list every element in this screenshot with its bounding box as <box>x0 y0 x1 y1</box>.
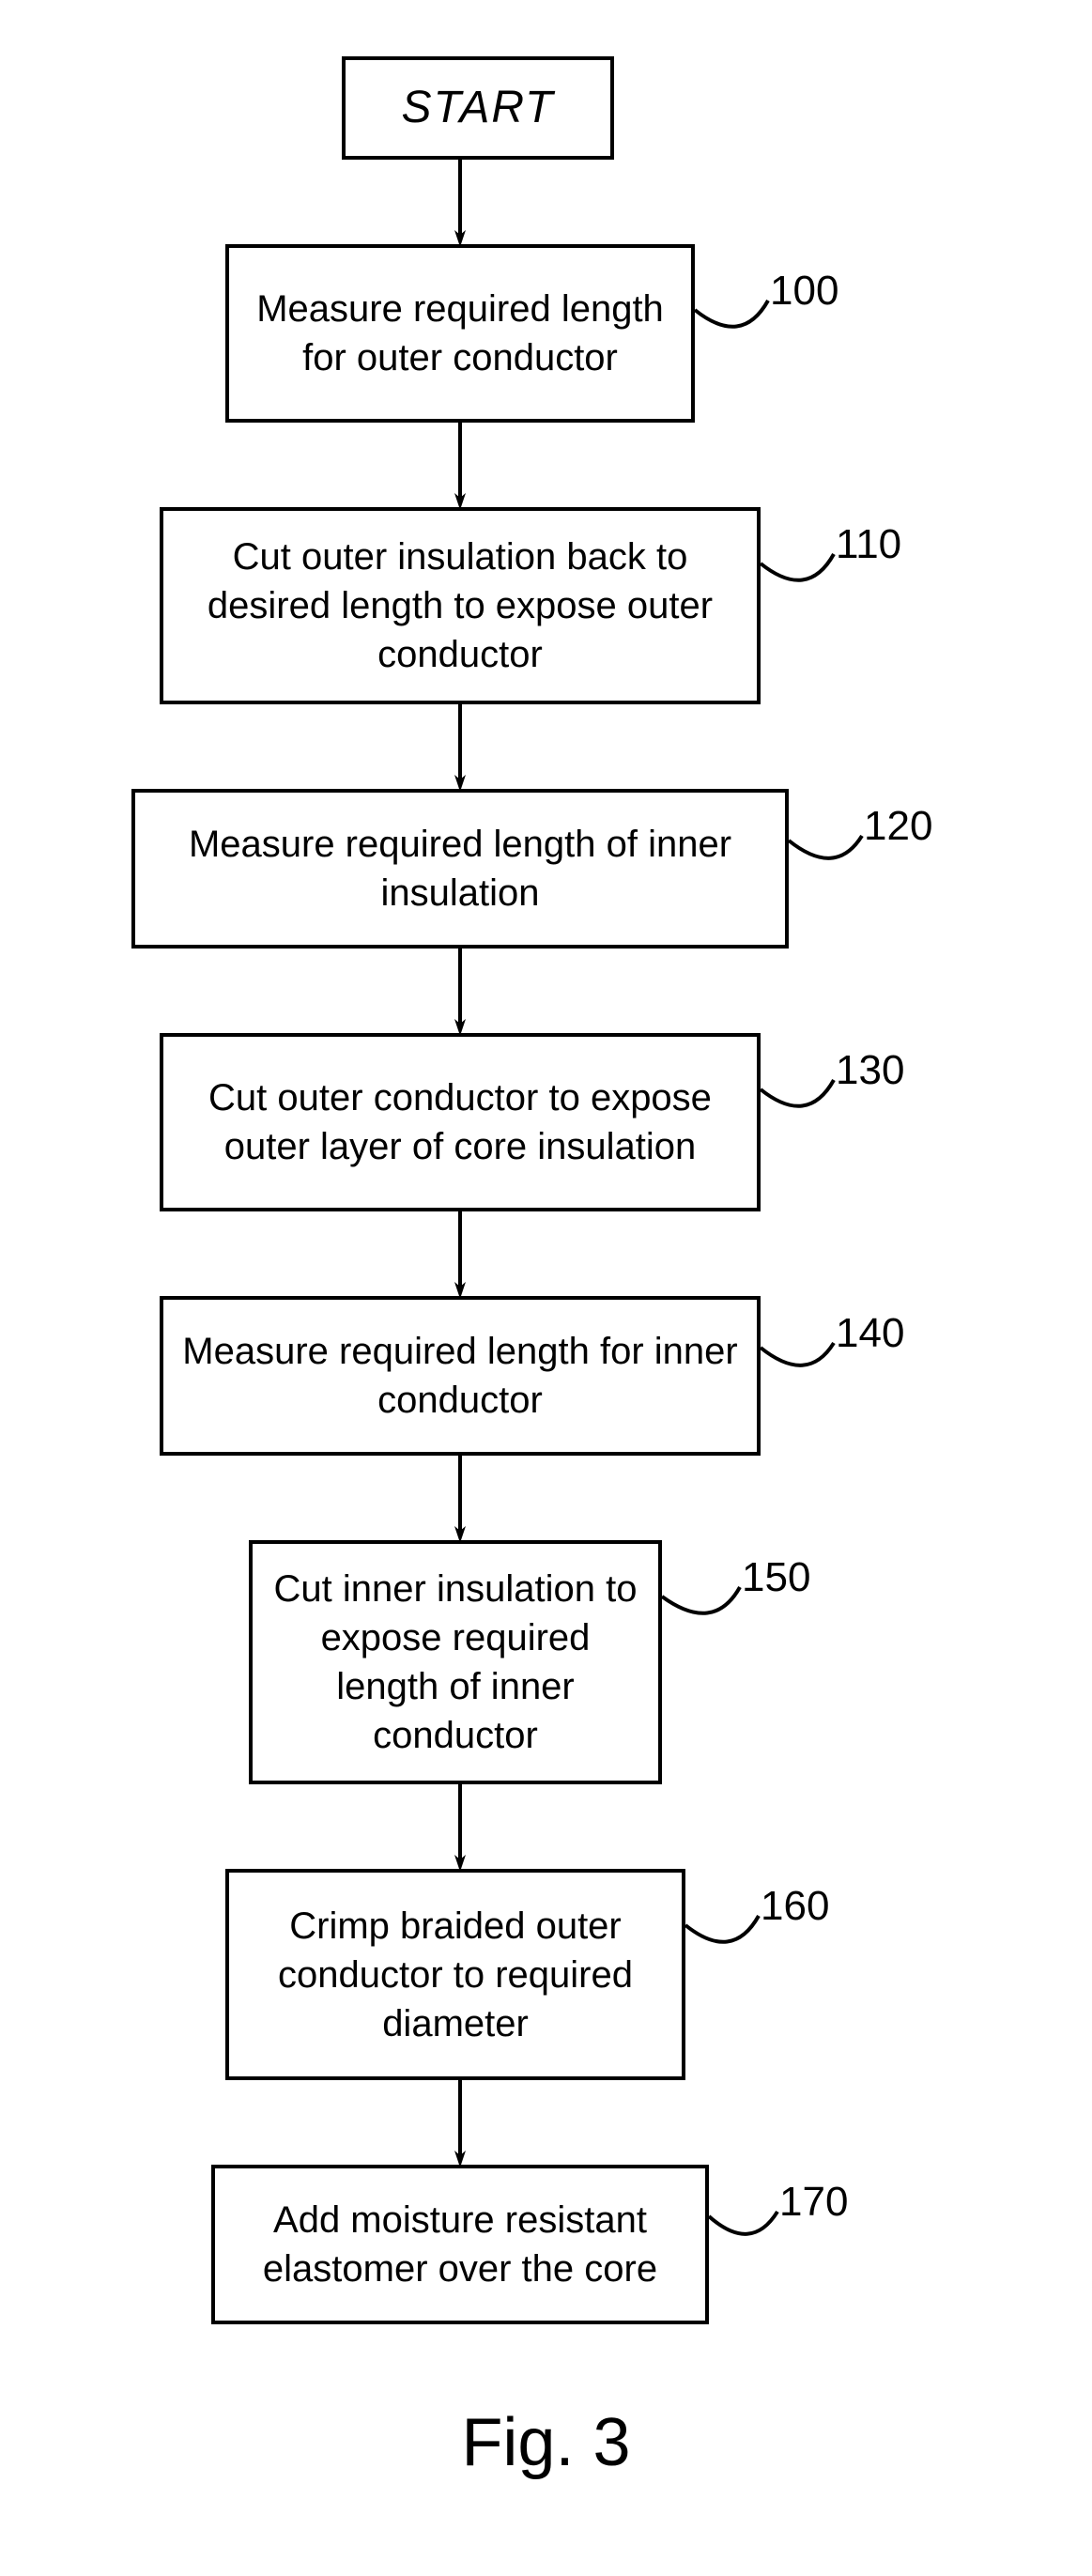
step-node-150: Cut inner insulation to expose required … <box>249 1540 662 1784</box>
step-label-140: 140 <box>836 1310 904 1357</box>
start-node: START <box>342 56 614 160</box>
step-node-100: Measure required length for outer conduc… <box>225 244 695 423</box>
step-node-140: Measure required length for inner conduc… <box>160 1296 761 1456</box>
flowchart-canvas: START Measure required length for outer c… <box>0 0 1092 2576</box>
step-node-160: Crimp braided outer conductor to require… <box>225 1869 685 2080</box>
figure-caption: Fig. 3 <box>0 2404 1092 2481</box>
step-label-100: 100 <box>770 268 838 315</box>
step-label-170: 170 <box>779 2179 848 2226</box>
step-label-120: 120 <box>864 803 932 850</box>
step-label-130: 130 <box>836 1047 904 1094</box>
step-label-110: 110 <box>836 521 901 568</box>
step-node-130: Cut outer conductor to expose outer laye… <box>160 1033 761 1211</box>
step-node-170: Add moisture resistant elastomer over th… <box>211 2165 709 2324</box>
step-label-150: 150 <box>742 1554 810 1601</box>
step-label-160: 160 <box>761 1883 829 1930</box>
step-node-120: Measure required length of inner insulat… <box>131 789 789 949</box>
step-node-110: Cut outer insulation back to desired len… <box>160 507 761 704</box>
